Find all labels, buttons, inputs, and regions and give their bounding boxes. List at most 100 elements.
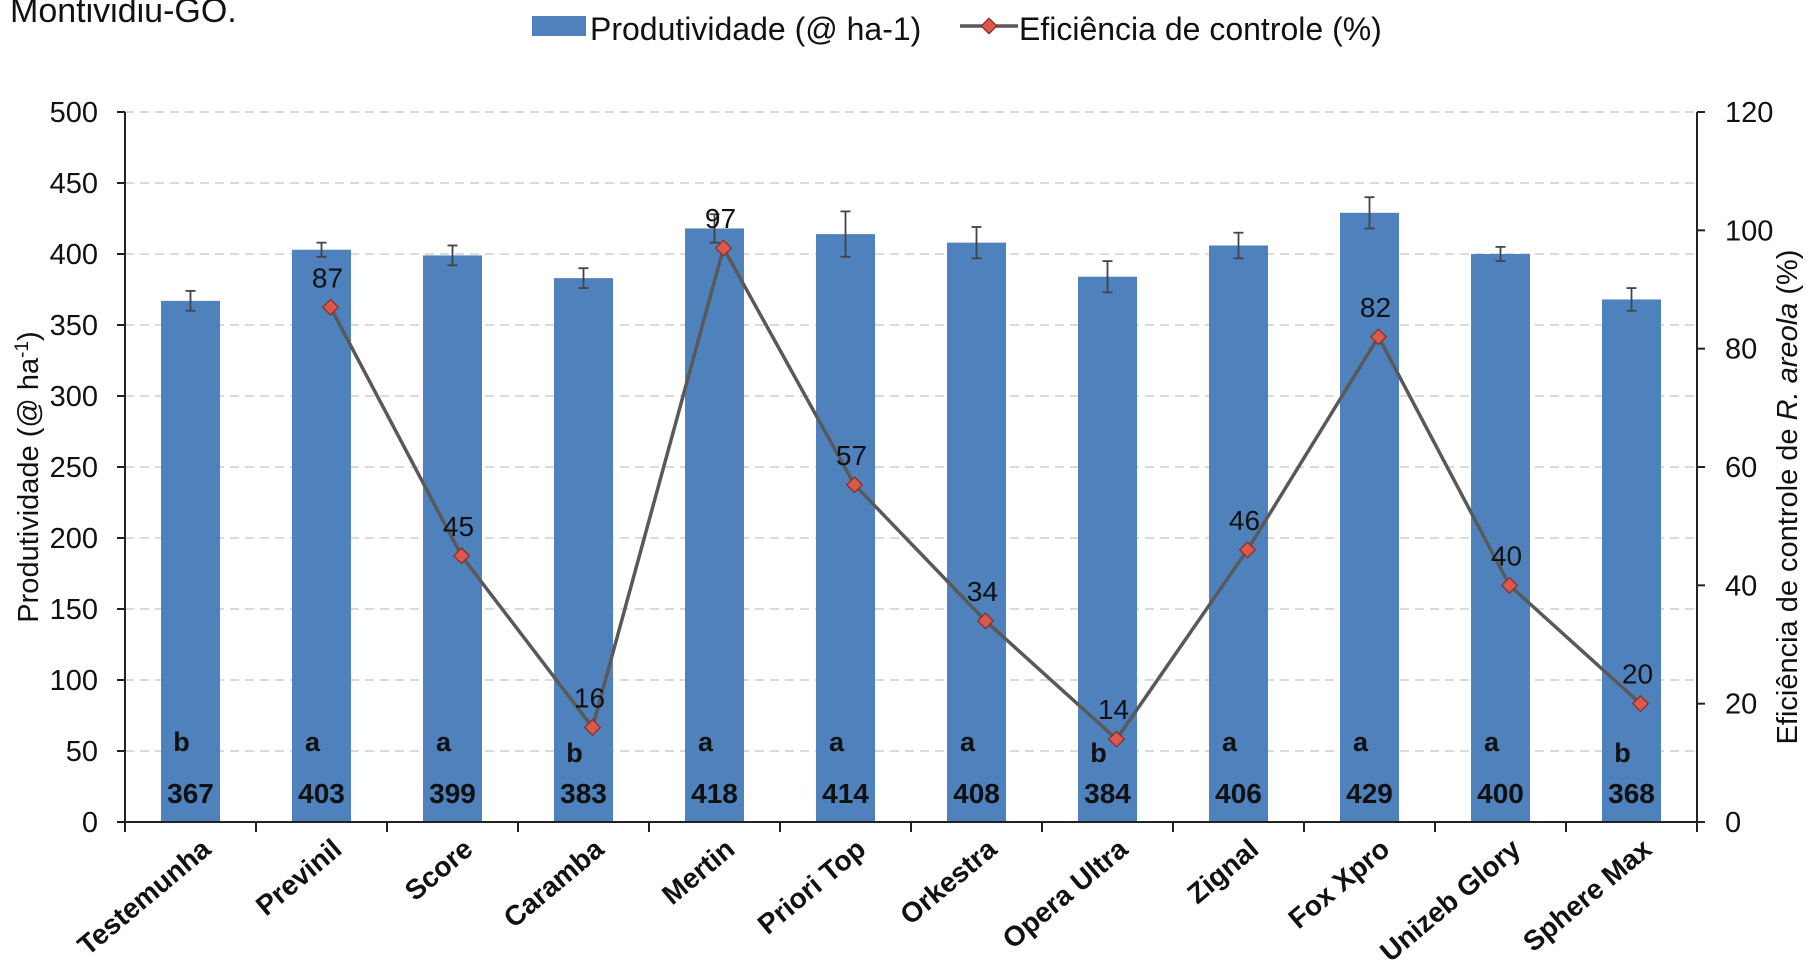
y-left-tick-label: 0: [82, 807, 98, 839]
x-category-label: Previnil: [250, 833, 347, 922]
x-category-label: Score: [399, 833, 479, 907]
bar-value-label: 368: [1608, 778, 1655, 809]
y-right-tick-label: 40: [1725, 570, 1757, 602]
bar-value-label: 399: [429, 778, 476, 809]
significance-letter: b: [173, 727, 190, 757]
y-left-tick-label: 300: [50, 381, 98, 413]
y-left-axis-title-end: ): [13, 331, 45, 341]
x-category-label: Orkestra: [894, 833, 1002, 931]
significance-letter: a: [698, 727, 714, 757]
x-category-label: Sphere Max: [1517, 833, 1658, 958]
y-left-axis-title: Produtividade (@ ha-1): [12, 331, 46, 622]
y-left-tick-label: 200: [50, 523, 98, 555]
efficiency-marker: [976, 612, 995, 630]
significance-letter: a: [305, 727, 321, 757]
significance-letter: b: [1614, 738, 1631, 768]
efficiency-marker: [1500, 576, 1519, 594]
y-left-tick-label: 400: [50, 239, 98, 271]
y-right-axis-title: Eficiência de controle de R. areola (%): [1772, 250, 1804, 745]
x-category-label: Testemunha: [72, 833, 217, 962]
legend-swatch-bar: [532, 16, 586, 36]
bar-value-label: 400: [1477, 778, 1524, 809]
significance-letter: a: [960, 727, 976, 757]
efficiency-marker: [321, 298, 340, 316]
bar: [1471, 254, 1530, 822]
bar: [685, 228, 744, 822]
bar-value-label: 384: [1084, 778, 1131, 809]
legend-swatch-marker: [980, 17, 998, 35]
x-category-label: Priori Top: [752, 833, 872, 940]
efficiency-marker: [845, 476, 864, 494]
partial-caption-text: Montividiu-GO.: [10, 0, 237, 30]
efficiency-value-label: 20: [1622, 659, 1653, 690]
efficiency-value-label: 82: [1360, 292, 1391, 323]
legend-label-line: Eficiência de controle (%): [1019, 11, 1382, 47]
efficiency-marker: [1631, 695, 1650, 713]
bar: [292, 249, 351, 823]
y-left-tick-label: 150: [50, 594, 98, 626]
x-category-label: Opera Ultra: [997, 833, 1134, 955]
efficiency-value-label: 45: [443, 511, 474, 542]
bar: [1340, 212, 1399, 822]
efficiency-marker: [1369, 328, 1388, 346]
significance-letter: a: [1484, 727, 1500, 757]
y-left-tick-label: 50: [66, 736, 98, 768]
legend-label-bar: Produtividade (@ ha-1): [590, 11, 921, 47]
y-right-tick-label: 60: [1725, 452, 1757, 484]
efficiency-marker: [714, 239, 733, 257]
significance-letter: a: [436, 727, 452, 757]
significance-letter: a: [829, 727, 845, 757]
efficiency-marker: [1238, 541, 1257, 559]
y-left-tick-label: 250: [50, 452, 98, 484]
bar-value-label: 383: [560, 778, 607, 809]
bar: [554, 278, 613, 822]
bar-value-label: 418: [691, 778, 738, 809]
significance-letter: a: [1353, 727, 1369, 757]
bar: [1078, 276, 1137, 823]
efficiency-value-label: 97: [705, 203, 736, 234]
y-left-tick-label: 350: [50, 310, 98, 342]
y-right-tick-label: 80: [1725, 334, 1757, 366]
efficiency-value-label: 16: [574, 682, 605, 713]
bar: [161, 300, 220, 822]
bar-value-label: 414: [822, 778, 869, 809]
y-left-axis-title-sup: -1: [12, 341, 33, 358]
data-labels: 367 b 403 a 399 a 383 b 418 a 414 a 408 a 384 b 406 a 429 a…: [167, 203, 1655, 809]
x-category-label: Unizeb Glory: [1374, 833, 1527, 968]
y-right-axis-title-end: (%): [1772, 250, 1804, 303]
bar-value-label: 367: [167, 778, 214, 809]
bar-series: [161, 212, 1661, 823]
bar: [947, 242, 1006, 822]
x-category-label: Fox Xpro: [1282, 833, 1395, 935]
y-left-axis-title-main: Produtividade (@ ha: [13, 357, 45, 623]
significance-letter: b: [566, 738, 583, 768]
efficiency-value-label: 14: [1098, 694, 1129, 725]
x-category-label: Zignal: [1181, 833, 1264, 910]
bar-value-label: 403: [298, 778, 345, 809]
efficiency-marker: [1107, 730, 1126, 748]
y-left-tick-label: 500: [50, 97, 98, 129]
efficiency-marker: [583, 718, 602, 736]
significance-letter: a: [1222, 727, 1238, 757]
y-right-tick-label: 120: [1725, 97, 1773, 129]
efficiency-value-label: 34: [967, 576, 998, 607]
y-right-tick-label: 100: [1725, 215, 1773, 247]
y-right-tick-label: 20: [1725, 689, 1757, 721]
y-left-tick-label: 450: [50, 168, 98, 200]
y-right-tick-label: 0: [1725, 807, 1741, 839]
efficiency-value-label: 87: [312, 262, 343, 293]
bar-value-label: 429: [1346, 778, 1393, 809]
efficiency-marker: [452, 547, 471, 565]
x-category-label: Caramba: [498, 833, 610, 934]
y-right-axis-title-main: Eficiência de controle de: [1772, 420, 1804, 744]
gridlines: [125, 111, 1697, 752]
y-left-tick-label: 100: [50, 665, 98, 697]
efficiency-value-label: 57: [836, 440, 867, 471]
bar: [816, 234, 875, 822]
error-bars: [185, 196, 1637, 312]
line-series: [321, 239, 1650, 748]
axes: 0 50 100 150 200 250 300 350 400 450 500 0 20 40 60 80 1…: [12, 97, 1805, 968]
efficiency-value-label: 46: [1229, 505, 1260, 536]
legend: Produtividade (@ ha-1) Eficiência de cont…: [532, 11, 1382, 47]
